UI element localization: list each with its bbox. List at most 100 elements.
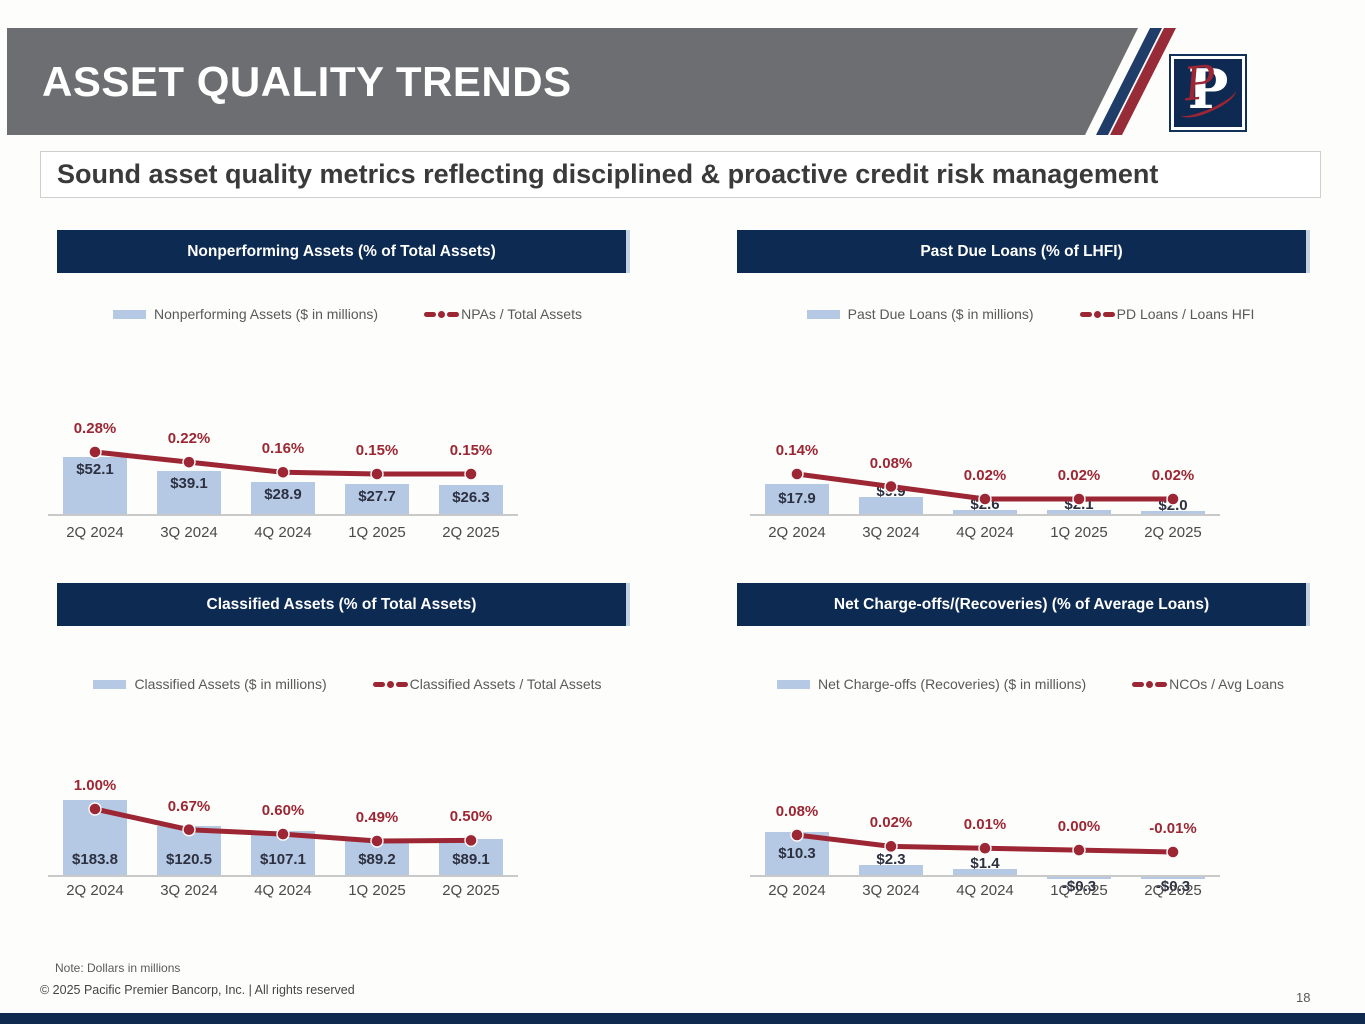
- bar: [345, 483, 409, 514]
- data-point-marker: [88, 802, 102, 816]
- percent-label: -0.01%: [1149, 820, 1197, 837]
- bar: [1047, 877, 1111, 879]
- bar: [1141, 877, 1205, 879]
- percent-label: 0.00%: [1057, 818, 1101, 836]
- category-label: 1Q 2025: [1050, 524, 1108, 541]
- line-series-swatch: [424, 310, 460, 318]
- data-point-marker: [978, 841, 992, 855]
- page-number: 18: [1296, 990, 1311, 1005]
- x-axis-line: [48, 514, 518, 516]
- plot-area: $52.1 $39.1 $28.9 $27.7 $26.3 0.28% 0.22% 0.16%…: [48, 391, 518, 523]
- data-point-marker: [1166, 492, 1180, 506]
- line-series-swatch: [1132, 680, 1168, 688]
- chart-panel-nonperforming-assets: Nonperforming Assets (% of Total Assets)…: [40, 230, 655, 565]
- category-label: 1Q 2025: [348, 524, 406, 541]
- data-point-marker: [790, 828, 804, 842]
- copyright-text: © 2025 Pacific Premier Bancorp, Inc. | A…: [40, 983, 355, 997]
- chart-title: Past Due Loans (% of LHFI): [737, 230, 1310, 273]
- data-point-marker: [370, 467, 384, 481]
- percent-label: 0.67%: [167, 797, 211, 815]
- data-point-marker: [790, 467, 804, 481]
- bar-value-label: $1.4: [970, 855, 1000, 873]
- data-point-marker: [88, 445, 102, 459]
- category-label: 4Q 2024: [254, 882, 312, 899]
- percent-label: 0.60%: [261, 802, 305, 820]
- page-title: ASSET QUALITY TRENDS: [42, 57, 572, 105]
- data-point-marker: [276, 827, 290, 841]
- category-label: 2Q 2024: [768, 524, 826, 541]
- bar-value-label: $39.1: [170, 475, 208, 493]
- bar: [859, 497, 923, 514]
- header-bar: [7, 28, 1040, 135]
- bar-value-label: $89.1: [452, 851, 490, 868]
- category-label: 2Q 2024: [66, 524, 124, 541]
- category-label: 2Q 2024: [66, 882, 124, 899]
- bar-series-swatch: [113, 309, 147, 319]
- data-point-marker: [1072, 492, 1086, 506]
- logo-script-letter: P: [1181, 54, 1218, 112]
- percent-label: 1.00%: [73, 777, 117, 794]
- chart-panel-past-due-loans: Past Due Loans (% of LHFI) Past Due Loan…: [723, 230, 1338, 565]
- line-series-label: NPAs / Total Assets: [461, 306, 582, 322]
- category-label: 3Q 2024: [160, 524, 218, 541]
- trend-line: [790, 467, 1180, 506]
- bar-value-label: $183.8: [72, 851, 118, 868]
- data-point-marker: [464, 467, 478, 481]
- bar: [63, 457, 127, 514]
- chart-legend: Classified Assets ($ in millions) Classi…: [40, 674, 655, 694]
- chart-panel-classified-assets: Classified Assets (% of Total Assets) Cl…: [40, 583, 655, 918]
- plot-area: $17.9$9.9$2.6$2.1$2.00.14%0.08%0.02%0.02…: [750, 391, 1220, 523]
- category-label: 2Q 2025: [442, 882, 500, 899]
- category-label: 1Q 2025: [348, 882, 406, 899]
- bar-value-label: $17.9: [778, 490, 816, 507]
- percent-label: 0.02%: [963, 467, 1007, 484]
- bar-value-label: -$0.3: [1155, 878, 1191, 895]
- subtitle-text: Sound asset quality metrics reflecting d…: [57, 159, 1159, 189]
- chart-panel-net-charge-offs: Net Charge-offs/(Recoveries) (% of Avera…: [723, 583, 1338, 918]
- bar: [1047, 510, 1111, 514]
- footnote: Note: Dollars in millions: [55, 961, 181, 975]
- chart-title: Classified Assets (% of Total Assets): [57, 583, 630, 626]
- line-series-label: NCOs / Avg Loans: [1169, 676, 1285, 692]
- bar: [1141, 510, 1205, 514]
- bar-series-swatch: [806, 309, 840, 319]
- data-point-marker: [1072, 843, 1086, 857]
- category-label: 3Q 2024: [862, 524, 920, 541]
- chart-legend: Net Charge-offs (Recoveries) ($ in milli…: [723, 674, 1338, 694]
- category-label: 1Q 2025: [1050, 882, 1108, 899]
- bar-value-label: $27.7: [358, 487, 396, 505]
- category-label: 2Q 2025: [442, 524, 500, 541]
- data-point-marker: [276, 465, 290, 480]
- chart-legend: Nonperforming Assets ($ in millions) NPA…: [40, 304, 655, 324]
- percent-label: 0.22%: [167, 430, 211, 448]
- percent-label: 0.01%: [963, 816, 1007, 834]
- category-axis: 2Q 2024 3Q 2024 4Q 2024 1Q 2025 2Q 2025: [48, 524, 518, 541]
- line-series-swatch: [1079, 310, 1115, 318]
- data-point-marker: [464, 833, 478, 848]
- x-axis-line: [750, 875, 1220, 877]
- subtitle-banner: Sound asset quality metrics reflecting d…: [40, 151, 1321, 198]
- chart-legend: Past Due Loans ($ in millions) PD Loans …: [723, 304, 1338, 324]
- trend-line: [790, 828, 1180, 859]
- data-point-marker: [182, 823, 196, 837]
- data-point-marker: [182, 455, 196, 469]
- x-axis-line: [750, 514, 1220, 516]
- bar: [157, 471, 221, 514]
- trend-line: [88, 802, 478, 848]
- bottom-accent-bar: [0, 1013, 1365, 1024]
- bar: [859, 865, 923, 875]
- bar-value-label: $120.5: [166, 851, 212, 868]
- percent-label: 0.14%: [775, 442, 819, 459]
- bar-value-label: $107.1: [260, 851, 306, 868]
- trend-line: [88, 445, 478, 481]
- category-label: 4Q 2024: [956, 524, 1014, 541]
- bar-series-swatch: [93, 679, 127, 689]
- category-label: 3Q 2024: [160, 882, 218, 899]
- category-label: 2Q 2025: [1144, 524, 1202, 541]
- percent-label: 0.02%: [869, 814, 913, 832]
- bar: [765, 484, 829, 514]
- bar-value-label: $10.3: [778, 844, 816, 862]
- percent-label: 0.08%: [775, 803, 819, 820]
- bar: [251, 482, 315, 514]
